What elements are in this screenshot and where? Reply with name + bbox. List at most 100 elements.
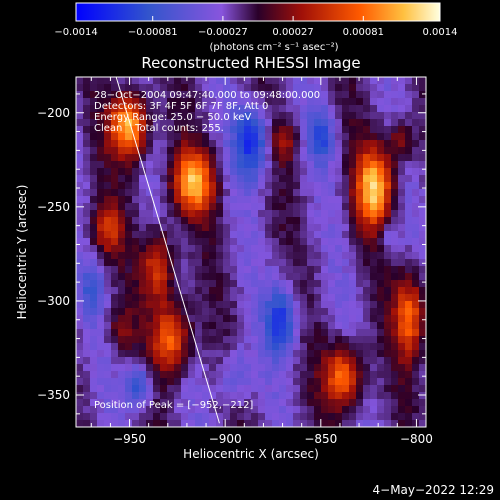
heatmap-cell — [118, 294, 126, 302]
heatmap-cell — [181, 245, 189, 253]
heatmap-cell — [139, 371, 147, 379]
heatmap-cell — [111, 91, 119, 99]
heatmap-cell — [286, 259, 294, 267]
heatmap-cell — [90, 266, 98, 274]
heatmap-cell — [216, 336, 224, 344]
heatmap-cell — [300, 133, 308, 141]
heatmap-cell — [174, 343, 182, 351]
heatmap-cell — [307, 287, 315, 295]
heatmap-cell — [153, 105, 161, 113]
heatmap-cell — [328, 98, 336, 106]
heatmap-cell — [328, 231, 336, 239]
heatmap-cell — [307, 301, 315, 309]
heatmap-cell — [258, 91, 266, 99]
heatmap-cell — [405, 371, 413, 379]
heatmap-cell — [97, 336, 105, 344]
heatmap-cell — [97, 224, 105, 232]
heatmap-cell — [286, 84, 294, 92]
heatmap-cell — [237, 84, 245, 92]
heatmap-cell — [349, 238, 357, 246]
heatmap-cell — [370, 413, 378, 421]
heatmap-cell — [230, 329, 238, 337]
heatmap-cell — [272, 238, 280, 246]
heatmap-cell — [90, 252, 98, 260]
heatmap-cell — [118, 322, 126, 330]
heatmap-cell — [202, 91, 210, 99]
heatmap-cell — [300, 350, 308, 358]
heatmap-cell — [349, 364, 357, 372]
heatmap-cell — [153, 322, 161, 330]
heatmap-cell — [251, 105, 259, 113]
heatmap-cell — [90, 420, 98, 427]
heatmap-cell — [370, 168, 378, 176]
heatmap-cell — [216, 420, 224, 427]
heatmap-cell — [265, 329, 273, 337]
heatmap-cell — [279, 287, 287, 295]
heatmap-cell — [181, 329, 189, 337]
heatmap-cell — [419, 231, 426, 239]
heatmap-cell — [419, 105, 426, 113]
heatmap-cell — [146, 336, 154, 344]
heatmap-cell — [272, 350, 280, 358]
heatmap-cell — [391, 322, 399, 330]
heatmap-cell — [195, 287, 203, 295]
heatmap-cell — [272, 378, 280, 386]
heatmap-cell — [279, 217, 287, 225]
heatmap-cell — [349, 259, 357, 267]
heatmap-cell — [125, 77, 133, 85]
heatmap-cell — [216, 287, 224, 295]
heatmap-cell — [153, 189, 161, 197]
heatmap-cell — [97, 210, 105, 218]
heatmap-cell — [335, 392, 343, 400]
heatmap-cell — [111, 224, 119, 232]
heatmap-cell — [167, 210, 175, 218]
heatmap-cell — [356, 154, 364, 162]
heatmap-cell — [146, 133, 154, 141]
heatmap-cell — [146, 196, 154, 204]
heatmap-cell — [258, 273, 266, 281]
heatmap-cell — [335, 189, 343, 197]
heatmap-cell — [300, 238, 308, 246]
heatmap-cell — [244, 112, 252, 120]
heatmap-cell — [321, 203, 329, 211]
heatmap-cell — [209, 140, 217, 148]
heatmap-cell — [356, 266, 364, 274]
heatmap-cell — [370, 224, 378, 232]
heatmap-cell — [216, 399, 224, 407]
heatmap-cell — [251, 189, 259, 197]
heatmap-cell — [342, 301, 350, 309]
heatmap-cell — [195, 105, 203, 113]
heatmap-cell — [286, 371, 294, 379]
heatmap-cell — [181, 350, 189, 358]
heatmap-cell — [153, 350, 161, 358]
heatmap-cell — [111, 77, 119, 85]
heatmap-cell — [293, 196, 301, 204]
heatmap-cell — [272, 266, 280, 274]
heatmap-cell — [244, 133, 252, 141]
heatmap-cell — [419, 161, 426, 169]
heatmap-cell — [300, 217, 308, 225]
heatmap-cell — [412, 294, 420, 302]
heatmap-cell — [237, 280, 245, 288]
heatmap-cell — [335, 252, 343, 260]
heatmap-cell — [314, 245, 322, 253]
heatmap-cell — [265, 378, 273, 386]
heatmap-cell — [251, 196, 259, 204]
heatmap-cell — [174, 399, 182, 407]
heatmap-cell — [167, 84, 175, 92]
heatmap-cell — [265, 91, 273, 99]
heatmap-cell — [132, 406, 140, 414]
heatmap-cell — [216, 189, 224, 197]
heatmap-cell — [139, 259, 147, 267]
heatmap-cell — [167, 245, 175, 253]
x-tick-label: −950 — [113, 432, 146, 446]
heatmap-cell — [237, 294, 245, 302]
heatmap-cell — [188, 259, 196, 267]
heatmap-cell — [405, 161, 413, 169]
heatmap-cell — [328, 392, 336, 400]
heatmap-cell — [104, 406, 112, 414]
heatmap-cell — [307, 84, 315, 92]
colorbar-tick-label: 0.00081 — [343, 27, 384, 38]
heatmap-cell — [97, 231, 105, 239]
heatmap-cell — [363, 203, 371, 211]
